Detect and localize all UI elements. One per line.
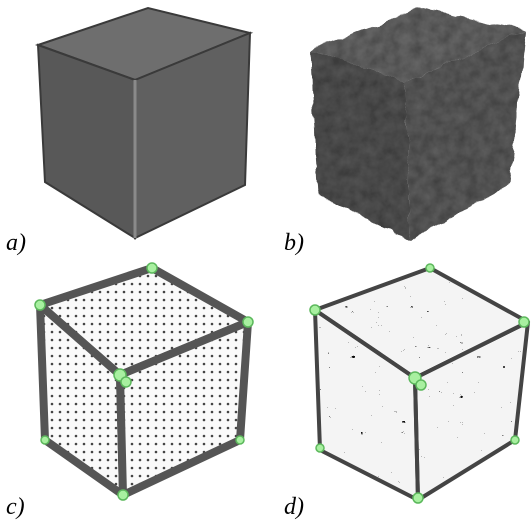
- panel-label: c): [6, 494, 25, 520]
- cube-c: [34, 262, 254, 501]
- panel-label: d): [284, 494, 304, 520]
- panel-label: a): [6, 230, 26, 256]
- cube-d: [309, 263, 530, 504]
- cube-a: [34, 6, 254, 240]
- panel-label: b): [284, 230, 304, 256]
- cube-b: [310, 8, 525, 240]
